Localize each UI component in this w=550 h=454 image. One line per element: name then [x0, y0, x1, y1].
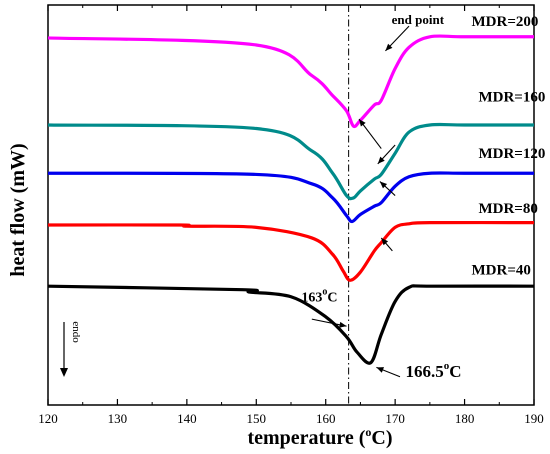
annotation-arrow-head-5	[339, 321, 347, 328]
x-tick-label-120: 120	[38, 411, 58, 426]
series-line-mdr-40	[47, 284, 535, 365]
annotation-arrow-head-0	[385, 43, 393, 51]
peak-166-5-annotation: 166.5oC	[406, 360, 462, 381]
series-label-mdr-80: MDR=80	[478, 201, 537, 217]
endo-label: endo	[70, 321, 82, 343]
plot-frame	[47, 4, 535, 406]
annotation-arrow-head-2	[377, 156, 385, 164]
series-line-mdr-80	[47, 220, 535, 282]
annotation-arrow-head-6	[376, 367, 385, 373]
annotation-arrow-head-3	[379, 181, 388, 189]
annotation-arrow-head-1	[359, 119, 366, 127]
x-tick-label-130: 130	[108, 411, 128, 426]
x-tick-label-190: 190	[524, 411, 544, 426]
x-tick-label-140: 140	[177, 411, 197, 426]
x-tick-label-150: 150	[247, 411, 267, 426]
series-label-mdr-200: MDR=200	[472, 14, 539, 30]
x-tick-label-170: 170	[385, 411, 405, 426]
series-line-mdr-200	[47, 34, 534, 129]
series-line-mdr-160	[47, 122, 534, 201]
series-line-mdr-120	[47, 171, 534, 224]
endo-arrow-head	[60, 368, 68, 377]
peak-163-annotation: 163oC	[301, 286, 337, 305]
annotation-arrow-head-4	[381, 237, 389, 246]
x-tick-label-160: 160	[316, 411, 336, 426]
series-label-mdr-120: MDR=120	[478, 146, 545, 162]
series-label-mdr-40: MDR=40	[472, 262, 531, 278]
plot-area: 120 130 140 150 160 170 180 190 MDR=200 MDR=160 MD…	[38, 4, 545, 426]
x-tick-label-180: 180	[455, 411, 475, 426]
end-point-annotation: end point	[392, 12, 445, 27]
x-axis-label: temperature (oC)	[247, 425, 392, 449]
y-axis-label: heat flow (mW)	[7, 143, 29, 276]
series-label-mdr-160: MDR=160	[478, 89, 545, 105]
